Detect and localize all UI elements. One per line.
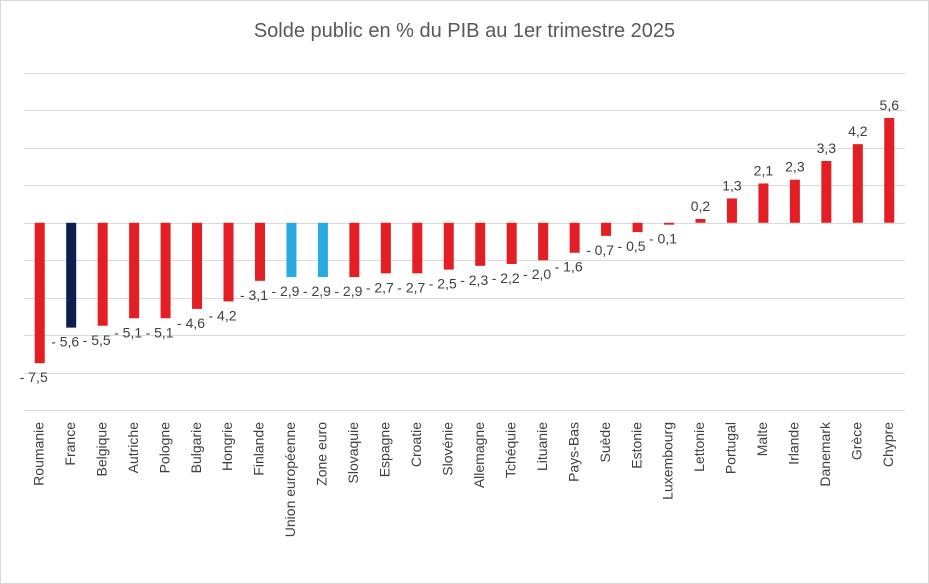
data-label: - 4,2 bbox=[209, 307, 237, 323]
category-label: Allemagne bbox=[471, 422, 487, 488]
gridlines bbox=[24, 73, 905, 411]
category-label: Roumanie bbox=[30, 422, 46, 486]
category-label: Danemark bbox=[817, 421, 833, 487]
bar-france bbox=[66, 222, 77, 328]
category-label: Bulgarie bbox=[188, 422, 204, 474]
bar-hongrie bbox=[223, 222, 234, 302]
bar-pologne bbox=[160, 222, 171, 319]
category-label: Chypre bbox=[880, 422, 896, 467]
category-label: Espagne bbox=[377, 422, 393, 477]
data-label: - 4,6 bbox=[177, 315, 205, 331]
category-label: Autriche bbox=[125, 422, 141, 474]
category-label: Hongrie bbox=[219, 422, 235, 471]
category-label: Union européenne bbox=[282, 422, 298, 537]
category-labels: Roumanie France Belgique Autriche Pologne Bul… bbox=[30, 421, 896, 537]
category-label: Slovaquie bbox=[345, 422, 361, 484]
bar-gr-ce bbox=[852, 144, 863, 223]
data-label: 4,2 bbox=[848, 123, 868, 139]
bar-bulgarie bbox=[192, 222, 203, 309]
data-label: 2,1 bbox=[754, 162, 774, 178]
data-label: - 2,9 bbox=[334, 283, 362, 299]
category-label: Irlande bbox=[786, 422, 802, 465]
data-label: - 2,9 bbox=[271, 283, 299, 299]
data-label: - 2,9 bbox=[303, 283, 331, 299]
category-label: Finlande bbox=[251, 422, 267, 476]
category-label: Tchéquie bbox=[502, 422, 518, 478]
bar-malte bbox=[758, 183, 769, 223]
bar-belgique bbox=[97, 222, 108, 326]
data-label: 0,2 bbox=[691, 198, 711, 214]
data-label: - 3,1 bbox=[240, 287, 268, 303]
data-label: - 0,7 bbox=[586, 242, 614, 258]
category-label: Pays-Bas bbox=[565, 422, 581, 482]
bar-espagne bbox=[380, 222, 391, 274]
bar-lettonie bbox=[695, 219, 706, 223]
data-label: - 2,2 bbox=[492, 270, 520, 286]
bar-roumanie bbox=[34, 222, 45, 364]
category-label: Zone euro bbox=[314, 422, 330, 486]
data-label: - 5,1 bbox=[114, 324, 142, 340]
data-label: - 0,1 bbox=[649, 231, 677, 247]
data-label: - 0,5 bbox=[618, 238, 646, 254]
bar-portugal bbox=[726, 198, 737, 223]
category-label: Portugal bbox=[723, 422, 739, 474]
data-label: - 2,7 bbox=[366, 279, 394, 295]
bar-chypre bbox=[884, 117, 895, 223]
data-label: - 7,5 bbox=[20, 369, 48, 385]
bar-croatie bbox=[412, 222, 423, 274]
bar-zone-euro bbox=[317, 222, 328, 278]
category-label: Grèce bbox=[849, 422, 865, 460]
category-label: Slovénie bbox=[439, 422, 455, 476]
data-label: 2,3 bbox=[785, 159, 805, 175]
data-label: - 2,3 bbox=[460, 272, 488, 288]
category-label: Lettonie bbox=[691, 422, 707, 472]
bar-danemark bbox=[821, 160, 832, 223]
bar-tch-quie bbox=[506, 222, 517, 264]
bar-slov-nie bbox=[443, 222, 454, 270]
bar-allemagne bbox=[475, 222, 486, 266]
data-label: - 5,5 bbox=[83, 332, 111, 348]
category-label: France bbox=[62, 422, 78, 466]
bars bbox=[34, 117, 895, 364]
data-label: - 5,1 bbox=[146, 324, 174, 340]
category-label: Belgique bbox=[93, 422, 109, 477]
bar-su-de bbox=[601, 222, 612, 236]
data-label: - 2,5 bbox=[429, 276, 457, 292]
category-label: Estonie bbox=[628, 422, 644, 469]
bar-lituanie bbox=[538, 222, 549, 261]
bar-union-europ-enne bbox=[286, 222, 297, 278]
bar-estonie bbox=[632, 222, 643, 233]
category-label: Suède bbox=[597, 422, 613, 463]
chart-title: Solde public en % du PIB au 1er trimestr… bbox=[253, 20, 676, 42]
category-label: Malte bbox=[754, 422, 770, 456]
bar-luxembourg bbox=[664, 222, 675, 225]
category-label: Luxembourg bbox=[660, 422, 676, 500]
data-label: - 1,6 bbox=[555, 259, 583, 275]
bar-autriche bbox=[129, 222, 140, 319]
data-label: 3,3 bbox=[817, 140, 837, 156]
data-label: 5,6 bbox=[880, 97, 900, 113]
bar-slovaquie bbox=[349, 222, 360, 278]
data-label: 1,3 bbox=[722, 177, 742, 193]
category-label: Lituanie bbox=[534, 422, 550, 471]
bar-irlande bbox=[789, 179, 800, 223]
data-label: - 2,7 bbox=[397, 279, 425, 295]
data-labels: - 7,5- 5,6- 5,5- 5,1- 5,1- 4,6- 4,2- 3,1… bbox=[20, 97, 899, 385]
category-label: Pologne bbox=[156, 422, 172, 474]
category-label: Croatie bbox=[408, 422, 424, 467]
data-label: - 5,6 bbox=[51, 334, 79, 350]
bar-finlande bbox=[254, 222, 265, 281]
data-label: - 2,0 bbox=[523, 266, 551, 282]
bar-pays-bas bbox=[569, 222, 580, 253]
